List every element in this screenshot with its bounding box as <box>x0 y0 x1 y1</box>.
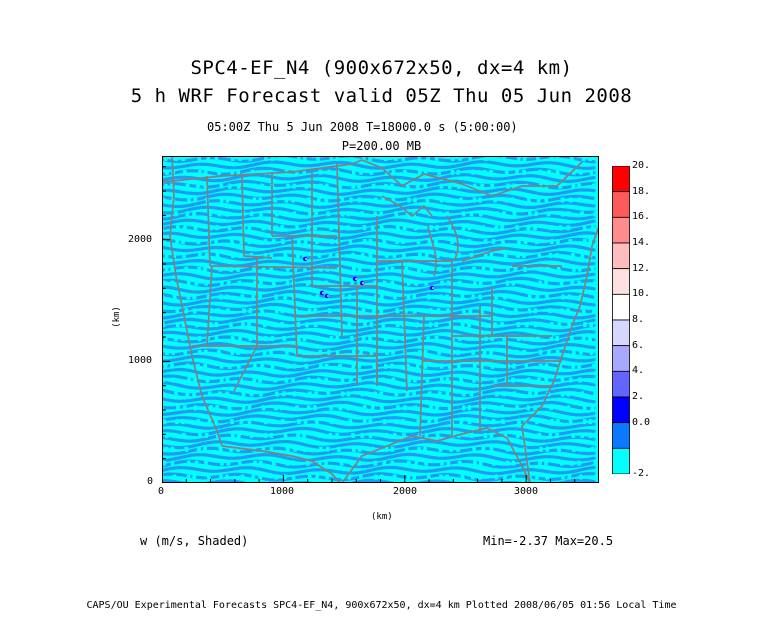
colorbar-swatch <box>612 345 630 372</box>
colorbar-swatch <box>612 191 630 218</box>
colorbar-label: -2. <box>632 468 651 479</box>
colorbar-label: 4. <box>632 365 645 377</box>
colorbar-swatch <box>612 166 630 193</box>
colorbar-label: 2. <box>632 391 645 402</box>
colorbar-swatch <box>612 422 630 449</box>
updraft-cells <box>302 256 435 299</box>
x-axis-label: (km) <box>371 512 393 522</box>
x-tick-label: 3000 <box>514 486 539 497</box>
valid-time-info: 05:00Z Thu 5 Jun 2008 T=18000.0 s (5:00:… <box>207 120 518 134</box>
y-tick-label: 2000 <box>128 234 153 245</box>
y-tick-label: 0 <box>147 476 154 487</box>
colorbar-swatch <box>612 447 630 474</box>
map-frame <box>162 156 599 483</box>
pressure-level: P=200.00 MB <box>341 139 422 153</box>
colorbar-label: 14. <box>632 237 651 248</box>
plot-title: SPC4-EF_N4 (900x672x50, dx=4 km) <box>190 57 573 79</box>
colorbar-label: 16. <box>632 211 651 223</box>
colorbar-label: 12. <box>632 262 651 274</box>
footer-credit: CAPS/OU Experimental Forecasts SPC4-EF_N… <box>86 600 677 611</box>
colorbar-label: 0.0 <box>632 416 651 428</box>
x-tick-label: 2000 <box>393 486 418 497</box>
colorbar-label: 18. <box>632 185 651 197</box>
colorbar-label: 8. <box>632 314 645 325</box>
colorbar-swatch <box>612 216 630 244</box>
colorbar-label: 20. <box>632 160 651 171</box>
y-axis-label: (km) <box>111 306 122 328</box>
colorbar-swatch <box>612 319 630 347</box>
y-tick-label: 1000 <box>128 355 153 366</box>
plot-subtitle: 5 h WRF Forecast valid 05Z Thu 05 Jun 20… <box>130 85 633 107</box>
colorbar-label: 10. <box>632 288 651 300</box>
forecast-map <box>162 156 599 483</box>
velocity-bands <box>162 156 596 483</box>
x-tick-label: 1000 <box>270 486 295 497</box>
colorbar-swatch <box>612 370 630 398</box>
min-max-values: Min=-2.37 Max=20.5 <box>483 534 614 548</box>
colorbar-swatch <box>612 396 630 424</box>
colorbar-swatch <box>612 293 630 321</box>
colorbar <box>612 166 630 474</box>
colorbar-label: 6. <box>632 339 645 351</box>
state-boundaries <box>162 156 599 483</box>
x-tick-label: 0 <box>158 486 165 497</box>
colorbar-swatch <box>612 242 630 270</box>
colorbar-swatch <box>612 268 630 295</box>
variable-label: w (m/s, Shaded) <box>140 534 249 548</box>
